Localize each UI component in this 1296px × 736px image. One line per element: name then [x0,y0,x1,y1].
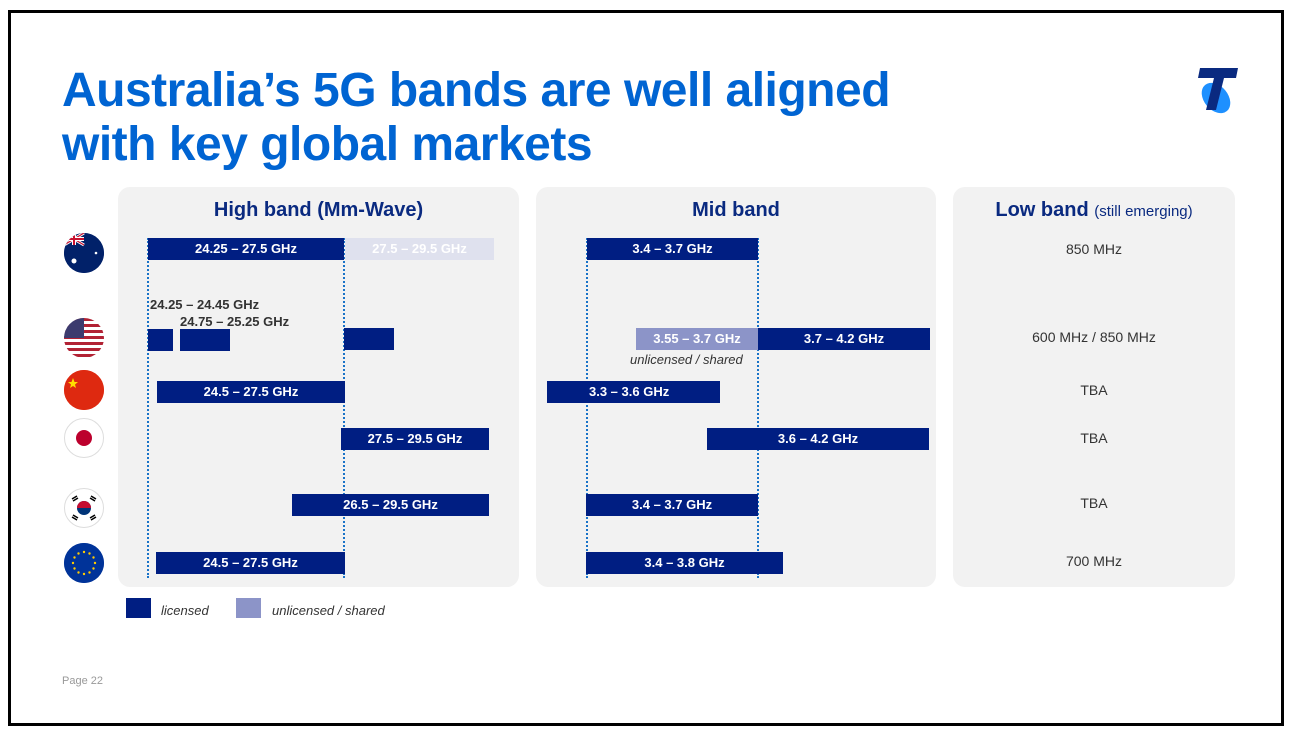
title-line-1: Australia’s 5G bands are well aligned [62,64,891,117]
legend-licensed-label: licensed [161,603,209,618]
legend-licensed-swatch [126,598,151,618]
panel-high-title: High band (Mm-Wave) [213,199,424,221]
bar-au-mid: 3.4 – 3.7 GHz [587,238,758,260]
bar-eu-high: 24.5 – 27.5 GHz [156,552,345,574]
bar-japan-high: 27.5 – 29.5 GHz [341,428,489,450]
bar-eu-mid: 3.4 – 3.8 GHz [586,552,783,574]
bar-us-mid-shared: 3.55 – 3.7 GHz [636,328,758,350]
flag-japan-icon [64,418,104,458]
guide-line-high-right [343,238,345,578]
panel-low-title: Low band (still emerging) [953,199,1235,222]
bar-china-high: 24.5 – 27.5 GHz [157,381,345,403]
flag-china-icon [64,370,104,410]
panel-low-subtitle: (still emerging) [1094,203,1193,220]
title-line-2: with key global markets [62,118,593,171]
guide-line-mid-right [757,238,759,578]
guide-line-mid-left [586,238,588,578]
bar-us-mid-licensed: 3.7 – 4.2 GHz [758,328,930,350]
legend-unlicensed-swatch [236,598,261,618]
us-high-annotation-2: 24.75 – 25.25 GHz [180,314,290,329]
flag-australia-icon [64,233,104,273]
panel-mid-title: Mid band [692,199,780,221]
bar-japan-mid: 3.6 – 4.2 GHz [707,428,929,450]
panel-low-band: Low band (still emerging) 850 MHz 600 MH… [953,187,1235,587]
bar-korea-high: 26.5 – 29.5 GHz [292,494,489,516]
low-us: 600 MHz / 850 MHz [1032,329,1156,345]
flag-eu-icon [64,543,104,583]
telstra-logo-icon [1198,68,1238,114]
slide-title: Australia’s 5G bands are well aligned wi… [62,64,891,172]
low-japan: TBA [1080,430,1108,446]
bar-au-high-licensed: 24.25 – 27.5 GHz [148,238,344,260]
low-au: 850 MHz [1065,241,1123,257]
bar-china-mid: 3.3 – 3.6 GHz [547,381,720,403]
panel-low-title-main: Low band [995,199,1089,221]
low-eu: 700 MHz [1065,553,1123,569]
low-korea: TBA [1080,495,1108,511]
page-number: Page 22 [62,675,103,687]
bar-us-high-3 [344,328,394,350]
bar-us-high-2 [180,329,230,351]
bar-korea-mid: 3.4 – 3.7 GHz [586,494,758,516]
low-china: TBA [1080,382,1108,398]
guide-line-high-left [147,238,149,578]
bar-au-high-future: 27.5 – 29.5 GHz [345,238,494,260]
flag-usa-icon [64,318,104,358]
bar-us-high-1 [148,329,173,351]
us-mid-note: unlicensed / shared [630,352,743,367]
flag-south-korea-icon [64,488,104,528]
us-high-annotation-1: 24.25 – 24.45 GHz [150,297,260,312]
legend-unlicensed-label: unlicensed / shared [272,603,385,618]
